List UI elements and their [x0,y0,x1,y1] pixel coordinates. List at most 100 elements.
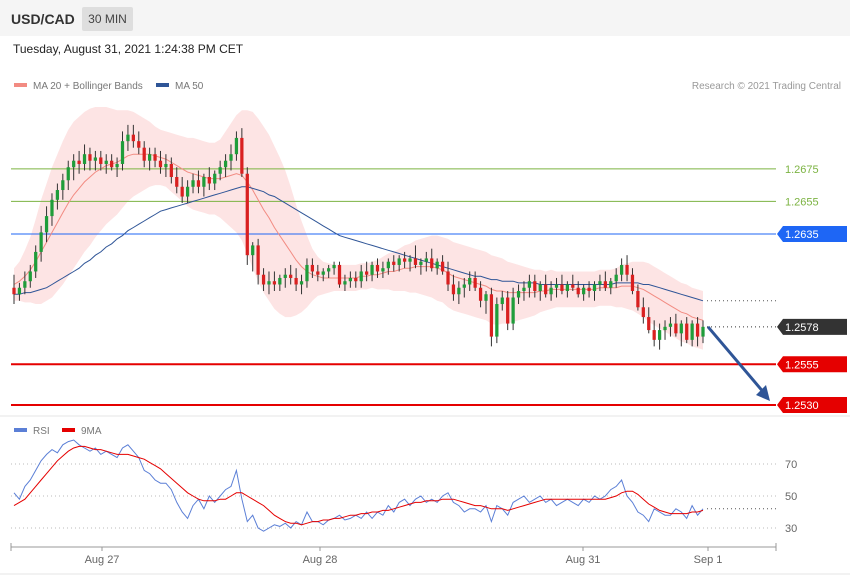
level-tag-bg [777,356,847,373]
candle-body [202,177,206,187]
candle [478,281,483,308]
candle-body [457,287,461,295]
candle-body [321,271,325,275]
candle [196,170,201,194]
candle-body [44,216,49,233]
candle [381,261,385,278]
level-tag-1.2555: 1.2555 [777,356,847,373]
candle [614,268,618,288]
level-tag-bg [777,318,847,335]
candle-body [120,141,125,164]
candle-body [392,261,396,265]
candle [625,255,629,282]
candle [126,124,130,151]
level-tag-1.2530: 1.2530 [777,397,847,413]
candle-body [370,264,374,275]
candle-body [77,160,81,164]
candle [359,264,363,288]
timeframe-button[interactable]: 30 MIN [82,7,133,31]
candle-body [34,251,38,272]
rsi-level-label-50: 50 [785,491,797,503]
candle [549,281,553,301]
candle-body [245,173,249,256]
candle-body [23,281,27,288]
rsi-level-label-30: 30 [785,523,797,535]
candle-body [663,326,667,331]
candle [544,274,548,298]
candle [142,141,146,168]
candle-body [137,141,141,148]
candle-body [674,323,678,334]
candle-body [435,261,439,269]
candle [582,284,586,301]
candle [571,274,575,291]
candle-body [191,180,195,187]
candle [370,261,374,282]
candle [592,281,597,301]
ma20-swatch [14,83,27,88]
candle-body [337,264,342,285]
candle-body [251,245,255,256]
candle-body [72,160,76,168]
research-credit: Research © 2021 Trading Central [691,81,841,92]
x-tick-label: Sep 1 [694,554,723,566]
candle [663,320,667,340]
level-tag-1.2655: 1.2655 [785,196,819,208]
candle-body [272,281,277,285]
candle [657,323,662,350]
rsi-line [13,439,704,532]
candle-body [104,160,108,164]
ma9-swatch [62,428,75,433]
candle [576,281,580,298]
level-tag-label: 1.2655 [785,196,819,208]
candle-body [17,287,22,295]
candle-body [126,134,130,142]
candle [61,173,65,200]
candle [115,157,119,177]
candle [468,271,472,291]
candle-body [592,284,597,291]
candle [229,144,233,171]
candle-body [354,277,358,282]
candle-body [327,268,331,272]
candle [511,287,515,331]
chart-header: USD/CAD 30 MIN [0,0,850,36]
candle-body [343,281,347,285]
candle-body [685,323,689,340]
candle [695,317,700,347]
candle-body [576,287,580,295]
candle [164,154,168,177]
level-tag-label: 1.2530 [785,400,819,412]
candle-body [278,277,282,285]
candle [500,291,504,311]
candle [207,167,211,191]
candle [354,271,358,288]
candle [430,248,434,272]
candle-body [625,264,629,275]
candle [473,271,477,291]
candle [609,277,613,295]
candle-body [110,160,114,168]
candle [234,131,239,161]
candle [527,274,532,298]
candle [55,183,60,210]
legend-ma50: MA 50 [156,81,203,92]
rsi-ma9-line [13,445,704,526]
bollinger-band-area [14,107,703,350]
candle-body [175,177,179,187]
candle [202,173,206,197]
candle [93,150,98,171]
candle [679,320,683,347]
candle-body [652,330,656,340]
candle-body [484,294,488,301]
candle [560,274,564,295]
candle [397,255,401,272]
candle [240,128,244,177]
candle-body [468,277,472,285]
candle [516,284,521,305]
candle [337,261,342,288]
candle [554,277,559,298]
candle-body [500,297,504,305]
candle [419,258,423,275]
candle-body [218,167,222,174]
